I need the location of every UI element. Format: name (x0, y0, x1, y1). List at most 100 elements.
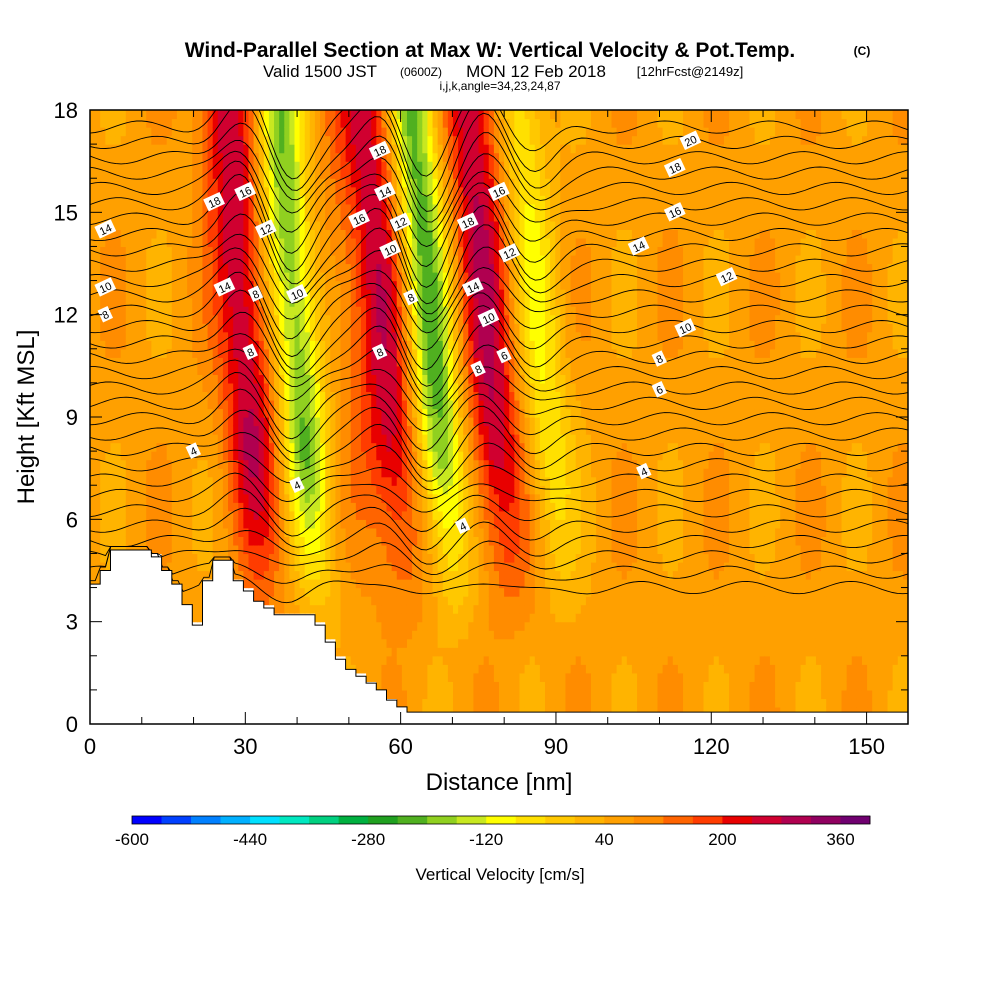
velocity-cell (350, 135, 357, 145)
velocity-cell (95, 161, 101, 171)
velocity-cell (437, 451, 444, 461)
velocity-cell (371, 357, 377, 367)
velocity-cell (493, 297, 500, 307)
velocity-cell (447, 272, 454, 282)
velocity-cell (432, 502, 439, 512)
velocity-cell (253, 306, 260, 316)
velocity-cell (289, 212, 296, 222)
velocity-cell (202, 254, 209, 265)
velocity-cell (381, 152, 388, 162)
velocity-cell (299, 561, 306, 572)
velocity-cell (304, 331, 311, 341)
velocity-cell (222, 306, 229, 316)
velocity-cell (396, 630, 403, 640)
velocity-cell (488, 672, 495, 682)
velocity-cell (345, 263, 352, 273)
velocity-cell (171, 186, 178, 196)
velocity-cell (146, 331, 152, 341)
velocity-cell (422, 527, 429, 537)
velocity-cell (350, 451, 357, 461)
velocity-cell (304, 434, 311, 444)
velocity-cell (279, 127, 285, 137)
velocity-cell (192, 587, 198, 597)
velocity-cell (309, 323, 316, 333)
velocity-cell (504, 647, 510, 657)
velocity-cell (478, 434, 485, 444)
velocity-cell (381, 536, 388, 546)
velocity-cell (161, 263, 168, 273)
velocity-cell (355, 587, 362, 597)
velocity-cell (412, 459, 418, 469)
velocity-cell (493, 544, 500, 555)
velocity-cell (391, 212, 398, 222)
velocity-cell (391, 544, 398, 555)
velocity-cell (406, 417, 413, 427)
velocity-cell (161, 178, 168, 188)
velocity-cell (437, 434, 444, 444)
velocity-cell (473, 587, 480, 597)
velocity-cell (452, 561, 459, 572)
velocity-cell (381, 357, 388, 367)
velocity-cell (488, 169, 495, 179)
velocity-cell (483, 110, 490, 120)
velocity-cell (493, 553, 500, 563)
velocity-cell (406, 399, 413, 410)
velocity-cell (366, 527, 372, 537)
velocity-cell (136, 152, 142, 162)
velocity-cell (396, 485, 403, 495)
velocity-cell (483, 212, 490, 222)
velocity-cell (412, 195, 418, 205)
velocity-cell (110, 374, 117, 384)
velocity-cell (452, 127, 459, 137)
velocity-cell (376, 502, 383, 512)
velocity-cell (458, 502, 464, 512)
velocity-cell (202, 186, 209, 196)
velocity-cell (488, 544, 495, 555)
velocity-cell (391, 459, 398, 469)
velocity-cell (386, 340, 393, 350)
velocity-cell (176, 417, 183, 427)
velocity-cell (136, 314, 142, 324)
velocity-cell (187, 561, 193, 572)
velocity-cell (289, 340, 296, 350)
velocity-cell (401, 579, 408, 589)
velocity-cell (478, 391, 485, 401)
velocity-cell (228, 110, 234, 120)
velocity-cell (228, 144, 234, 154)
velocity-cell (171, 220, 178, 230)
velocity-cell (320, 144, 326, 154)
velocity-cell (299, 152, 306, 162)
velocity-cell (299, 587, 306, 597)
velocity-cell (504, 681, 510, 691)
velocity-cell (442, 408, 449, 418)
velocity-cell (493, 681, 500, 691)
velocity-cell (289, 169, 296, 179)
velocity-cell (136, 527, 142, 537)
velocity-cell (452, 399, 459, 410)
velocity-cell (401, 399, 408, 410)
velocity-cell (294, 502, 301, 512)
velocity-cell (233, 374, 239, 384)
velocity-cell (488, 161, 495, 171)
velocity-cell (202, 323, 209, 333)
velocity-cell (371, 297, 377, 307)
velocity-cell (355, 186, 362, 196)
velocity-cell (366, 596, 372, 606)
velocity-cell (345, 417, 352, 427)
velocity-cell (136, 544, 142, 555)
velocity-cell (187, 408, 193, 418)
velocity-cell (463, 340, 469, 350)
velocity-cell (366, 152, 372, 162)
velocity-cell (499, 706, 505, 717)
velocity-cell (110, 195, 117, 205)
velocity-cell (284, 297, 290, 307)
velocity-cell (197, 229, 204, 239)
velocity-cell (110, 203, 117, 213)
velocity-cell (493, 178, 500, 188)
velocity-cell (504, 672, 510, 682)
velocity-cell (412, 587, 418, 597)
velocity-cell (161, 561, 168, 572)
velocity-cell (141, 169, 147, 179)
velocity-cell (176, 391, 183, 401)
velocity-cell (442, 681, 449, 691)
